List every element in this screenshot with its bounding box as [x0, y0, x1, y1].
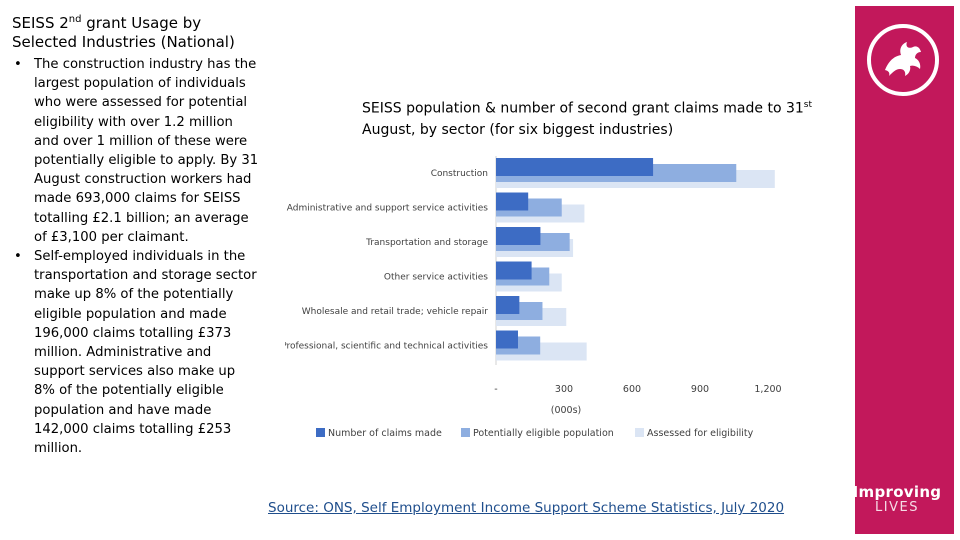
bullet-list: The construction industry has the larges… [14, 55, 259, 458]
slide-title: SEISS 2nd grant Usage by Selected Indust… [12, 10, 272, 52]
legend-label: Assessed for eligibility [647, 428, 754, 439]
brand-line-1: Improving [852, 483, 942, 501]
bullet-item: Self-employed individuals in the transpo… [14, 247, 259, 458]
x-tick-label: - [494, 384, 497, 395]
bar-number-of-claims-made [496, 261, 532, 280]
x-tick-label: 900 [691, 384, 709, 395]
x-tick-label: 300 [555, 384, 573, 395]
source-link[interactable]: Source: ONS, Self Employment Income Supp… [268, 500, 785, 516]
bar-number-of-claims-made [496, 227, 541, 245]
brand-logo-text: Improving LIVES [852, 484, 942, 515]
bar-number-of-claims-made [496, 330, 518, 349]
category-label: Transportation and storage [365, 238, 488, 248]
legend-label: Number of claims made [328, 428, 442, 439]
category-label: Other service activities [384, 273, 488, 283]
brand-line-2: LIVES [875, 500, 919, 515]
title-text: SEISS 2 [12, 14, 69, 32]
chart-title-line-2: August, by sector (for six biggest indus… [362, 121, 674, 138]
bullet-item: The construction industry has the larges… [14, 55, 259, 247]
chart-title-superscript: st [803, 100, 812, 110]
chart-title: SEISS population & number of second gran… [362, 95, 862, 141]
category-label: Wholesale and retail trade; vehicle repa… [302, 307, 489, 317]
legend-swatch [635, 428, 644, 437]
title-superscript: nd [68, 14, 82, 25]
chart-title-text: SEISS population & number of second gran… [362, 100, 804, 117]
legend-swatch [461, 428, 470, 437]
x-tick-label: 1,200 [754, 384, 781, 395]
bar-number-of-claims-made [496, 158, 654, 176]
category-label: Professional, scientific and technical a… [285, 342, 488, 352]
x-axis-label: (000s) [551, 405, 582, 416]
category-label: Administrative and support service activ… [287, 204, 489, 214]
legend-swatch [316, 428, 325, 437]
bar-number-of-claims-made [496, 192, 529, 211]
dragon-logo-icon [867, 24, 939, 96]
title-text-cont: grant Usage by [81, 14, 202, 32]
bar-number-of-claims-made [496, 296, 520, 314]
legend-label: Potentially eligible population [473, 428, 614, 439]
category-label: Construction [431, 169, 488, 179]
x-tick-label: 600 [623, 384, 641, 395]
title-line-2: Selected Industries (National) [12, 33, 235, 51]
bar-chart: Construction Administrative and support s… [285, 156, 782, 439]
